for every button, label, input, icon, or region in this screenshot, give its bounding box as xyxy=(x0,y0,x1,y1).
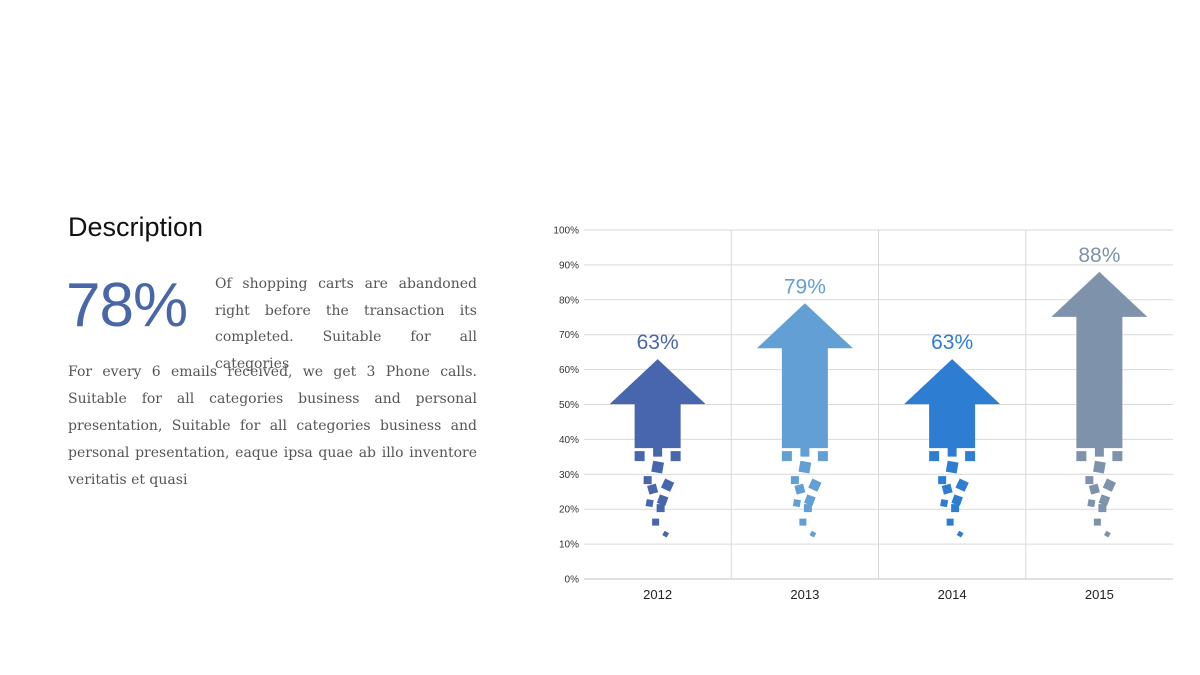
y-tick-label: 70% xyxy=(559,330,579,341)
fragment-square xyxy=(1093,518,1101,526)
x-tick-label: 2012 xyxy=(643,587,672,602)
fragment-square xyxy=(1103,530,1111,538)
x-tick-label: 2013 xyxy=(790,587,819,602)
fragment-square xyxy=(647,483,659,495)
fragment-square xyxy=(929,451,940,462)
fragment-square xyxy=(800,447,810,457)
fragment-square xyxy=(946,518,954,526)
fragment-square xyxy=(804,494,816,506)
fragment-square xyxy=(1102,478,1117,492)
fragment-square xyxy=(653,447,663,457)
fragment-square xyxy=(945,460,959,474)
y-tick-label: 40% xyxy=(559,435,579,446)
fragment-square xyxy=(634,451,645,462)
data-label-2015: 88% xyxy=(1078,244,1120,267)
y-tick-label: 10% xyxy=(559,540,579,551)
y-tick-label: 100% xyxy=(553,226,579,237)
fragment-square xyxy=(803,504,812,513)
fragment-square xyxy=(656,504,665,513)
y-tick-label: 30% xyxy=(559,470,579,481)
y-tick-label: 50% xyxy=(559,400,579,411)
y-tick-label: 20% xyxy=(559,505,579,516)
fragment-square xyxy=(808,478,822,492)
fragment-square xyxy=(799,518,807,526)
fragment-square xyxy=(955,478,969,492)
highlight-description: Of shopping carts are abandoned right be… xyxy=(215,276,477,372)
fragment-square xyxy=(652,518,660,526)
arrow-bar-2012 xyxy=(609,359,706,449)
fragment-square xyxy=(645,499,654,508)
fragment-square xyxy=(940,499,949,508)
fragment-square xyxy=(965,451,976,462)
fragment-square xyxy=(1094,447,1104,457)
y-tick-label: 80% xyxy=(559,295,579,306)
fragment-square xyxy=(951,504,960,513)
arrow-bar-2014 xyxy=(904,359,1001,449)
arrow-bar-2015 xyxy=(1051,271,1148,449)
fragment-square xyxy=(790,476,799,485)
arrow-bar-2013 xyxy=(756,303,853,449)
fragment-square xyxy=(1112,451,1123,462)
fragment-square xyxy=(947,447,957,457)
fragment-square xyxy=(792,499,801,508)
y-tick-label: 90% xyxy=(559,260,579,271)
fragment-square xyxy=(662,530,670,538)
fragment-square xyxy=(1085,476,1094,485)
fragment-square xyxy=(1087,499,1096,508)
fragment-square xyxy=(670,451,681,462)
fragment-square xyxy=(1088,483,1100,495)
fragment-square xyxy=(956,530,964,538)
fragment-square xyxy=(1076,451,1087,462)
arrow-bar-chart: 0% 10% 20% 30% 40% 50% 60% 70% 80% 90% 100% 63% 2012… xyxy=(553,226,1173,602)
data-label-2013: 79% xyxy=(784,275,826,298)
fragment-square xyxy=(643,476,652,485)
x-tick-label: 2015 xyxy=(1085,587,1114,602)
y-tick-label: 60% xyxy=(559,365,579,376)
y-tick-label: 0% xyxy=(565,575,580,586)
fragment-square xyxy=(809,530,817,538)
section-heading: Description xyxy=(68,212,204,242)
fragment-square xyxy=(817,451,828,462)
fragment-square xyxy=(781,451,792,462)
fragment-square xyxy=(798,460,812,474)
fragment-square xyxy=(794,483,806,495)
fragment-square xyxy=(941,483,953,495)
fragment-square xyxy=(1098,504,1107,513)
fragment-square xyxy=(660,478,675,492)
fragment-square xyxy=(1093,460,1106,474)
fragment-square xyxy=(651,460,664,474)
x-tick-label: 2014 xyxy=(938,587,967,602)
fragment-square xyxy=(938,476,947,485)
fragment-square xyxy=(656,494,669,506)
highlight-percentage: 78% xyxy=(66,271,188,340)
fragment-square xyxy=(1098,494,1111,506)
body-paragraph: For every 6 emails received, we get 3 Ph… xyxy=(68,364,477,488)
data-label-2012: 63% xyxy=(637,331,679,354)
data-label-2014: 63% xyxy=(931,331,973,354)
fragment-square xyxy=(951,494,963,506)
